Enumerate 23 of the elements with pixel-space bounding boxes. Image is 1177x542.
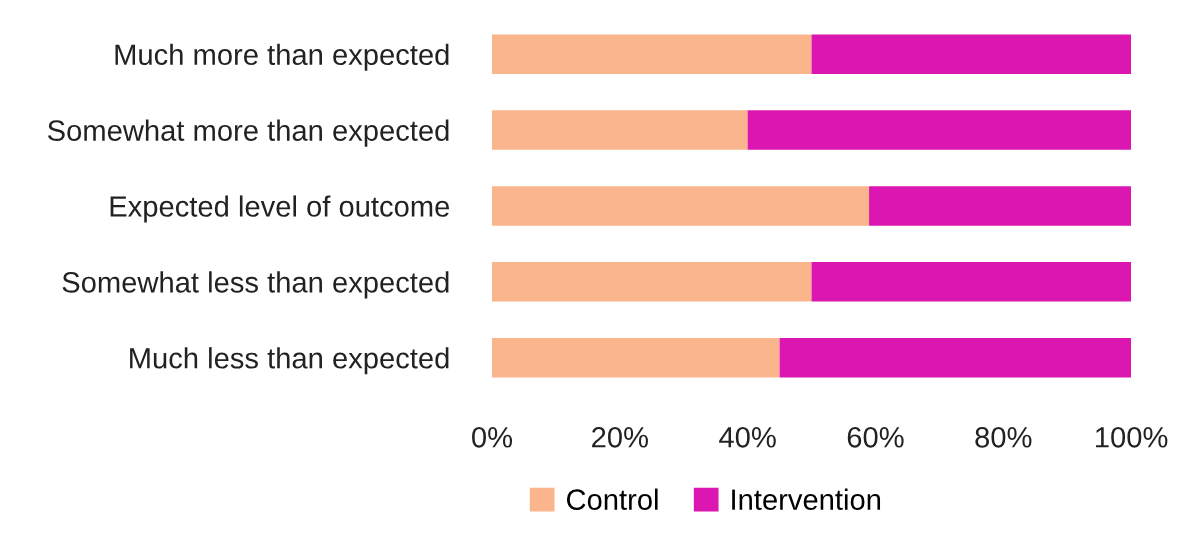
- legend-label: Intervention: [732, 488, 881, 510]
- x-tick-label: 60%: [847, 426, 904, 448]
- x-tick-label: 80%: [975, 426, 1032, 448]
- x-tick-label: 0%: [472, 426, 513, 448]
- bar: [491, 34, 812, 74]
- y-tick-label: Much less than expected: [130, 347, 449, 375]
- bar: [869, 186, 1132, 226]
- bar: [811, 262, 1132, 302]
- bar: [811, 34, 1132, 74]
- y-tick-label: Expected level of outcome: [110, 195, 450, 223]
- bar: [779, 337, 1132, 378]
- legend-label: Control: [566, 488, 658, 510]
- bar: [491, 262, 812, 302]
- x-tick-label: 100%: [1096, 426, 1168, 448]
- bar: [747, 110, 1132, 150]
- y-tick-label: Somewhat less than expected: [62, 271, 449, 299]
- y-tick-label: Somewhat more than expected: [47, 119, 449, 147]
- bar: [491, 186, 870, 226]
- x-tick-label: 40%: [719, 426, 776, 448]
- y-tick-label: Much more than expected: [115, 43, 449, 71]
- bar: [491, 110, 748, 150]
- bar: [491, 337, 780, 378]
- x-tick-label: 20%: [592, 426, 648, 448]
